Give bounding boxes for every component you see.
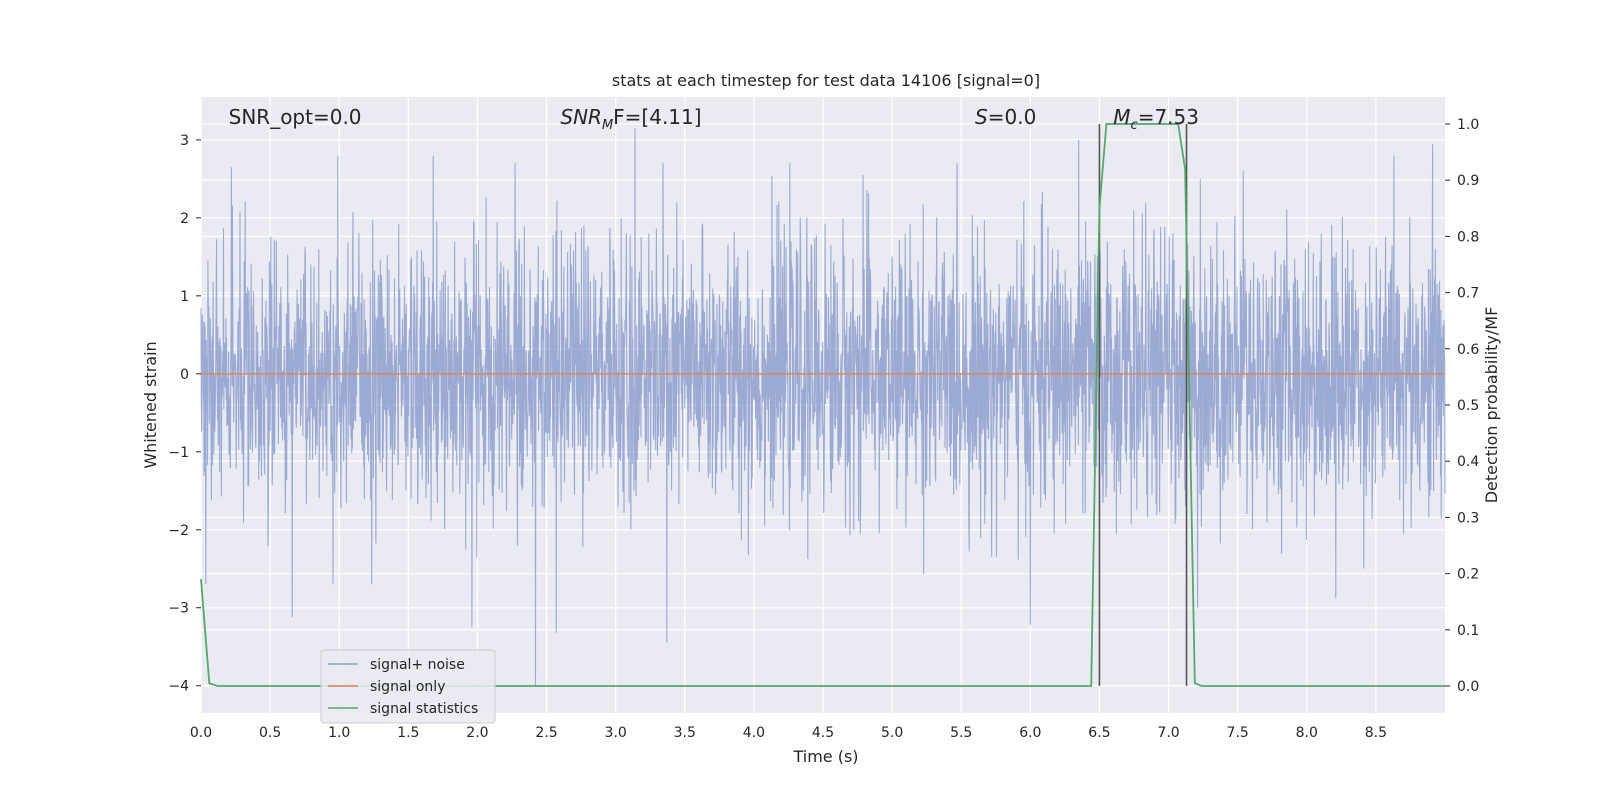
y-right-tick-label-4: 0.4	[1457, 454, 1479, 470]
y-tick-label-4: 0	[180, 367, 189, 383]
x-tick-label-12: 6.0	[1019, 725, 1041, 741]
x-tick-label-15: 7.5	[1227, 725, 1249, 741]
x-tick-label-13: 6.5	[1088, 725, 1110, 741]
x-tick-label-10: 5.0	[881, 725, 903, 741]
annotation-snr-opt: SNR_opt=0.0	[229, 105, 362, 129]
series-signal-statistics-line	[200, 123, 1445, 687]
x-tick-label-6: 3.0	[605, 725, 627, 741]
legend-label-signal-only: signal only	[370, 679, 445, 695]
annotation-s-stat: S=0.0	[975, 105, 1036, 129]
annotation-chirp-mass: Mc=7.53	[1113, 105, 1199, 133]
y-tick-label-1: −3	[168, 601, 189, 617]
y-right-tick-label-7: 0.7	[1457, 286, 1479, 302]
annotation-snr-mf: SNRMF=[4.11]	[560, 105, 701, 133]
legend-label-signal-plus-noise: signal+ noise	[370, 657, 465, 673]
y-tick-label-2: −2	[168, 523, 189, 539]
annotations: SNR_opt=0.0 SNRMF=[4.11] S=0.0 Mc=7.53	[229, 105, 1199, 133]
x-axis-label: Time (s)	[792, 747, 858, 766]
legend-box	[320, 649, 496, 724]
x-tick-label-7: 3.5	[674, 725, 696, 741]
y-right-tick-label-0: 0.0	[1457, 679, 1479, 695]
x-tick-label-3: 1.5	[397, 725, 419, 741]
x-tick-label-5: 2.5	[535, 725, 557, 741]
x-tick-label-16: 8.0	[1296, 725, 1318, 741]
chart-title: stats at each timestep for test data 141…	[612, 71, 1040, 90]
series-signal-plus-noise	[200, 128, 1446, 686]
axes: 0.0 0.5 1.0 1.5 2.0 2.5 3.0 3.5 4.0 4.5 5.0 5.5 6.0 6…	[168, 117, 1479, 741]
series-signal-plus-noise-line	[200, 128, 1446, 686]
y-tick-label-6: 2	[180, 211, 189, 227]
legend-label-signal-statistics: signal statistics	[370, 701, 478, 717]
series-signal-statistics	[200, 123, 1445, 687]
x-tick-label-17: 8.5	[1365, 725, 1387, 741]
legend: signal+ noise signal only signal statist…	[320, 649, 496, 724]
y-right-tick-label-10: 1.0	[1457, 117, 1479, 133]
x-tick-label-4: 2.0	[466, 725, 488, 741]
y-right-tick-label-3: 0.3	[1457, 510, 1479, 526]
y-right-tick-label-5: 0.5	[1457, 398, 1479, 414]
y-right-tick-label-1: 0.1	[1457, 623, 1479, 639]
x-tick-label-2: 1.0	[328, 725, 350, 741]
y-right-tick-label-8: 0.8	[1457, 229, 1479, 245]
y-tick-label-3: −1	[168, 445, 189, 461]
y-right-tick-label-6: 0.6	[1457, 342, 1479, 358]
y-tick-label-7: 3	[180, 133, 189, 149]
y-axis-label: Whitened strain	[141, 341, 160, 468]
x-tick-label-11: 5.5	[950, 725, 972, 741]
x-tick-label-9: 4.5	[812, 725, 834, 741]
x-tick-label-8: 4.0	[743, 725, 765, 741]
y-right-tick-label-9: 0.9	[1457, 173, 1479, 189]
x-tick-label-0: 0.0	[190, 725, 212, 741]
y-tick-label-5: 1	[180, 289, 189, 305]
y-tick-label-0: −4	[168, 679, 189, 695]
x-tick-label-1: 0.5	[259, 725, 281, 741]
y-axis-right-label: Detection probability/MF	[1482, 307, 1501, 504]
x-tick-label-14: 7.0	[1157, 725, 1179, 741]
y-right-tick-label-2: 0.2	[1457, 567, 1479, 583]
